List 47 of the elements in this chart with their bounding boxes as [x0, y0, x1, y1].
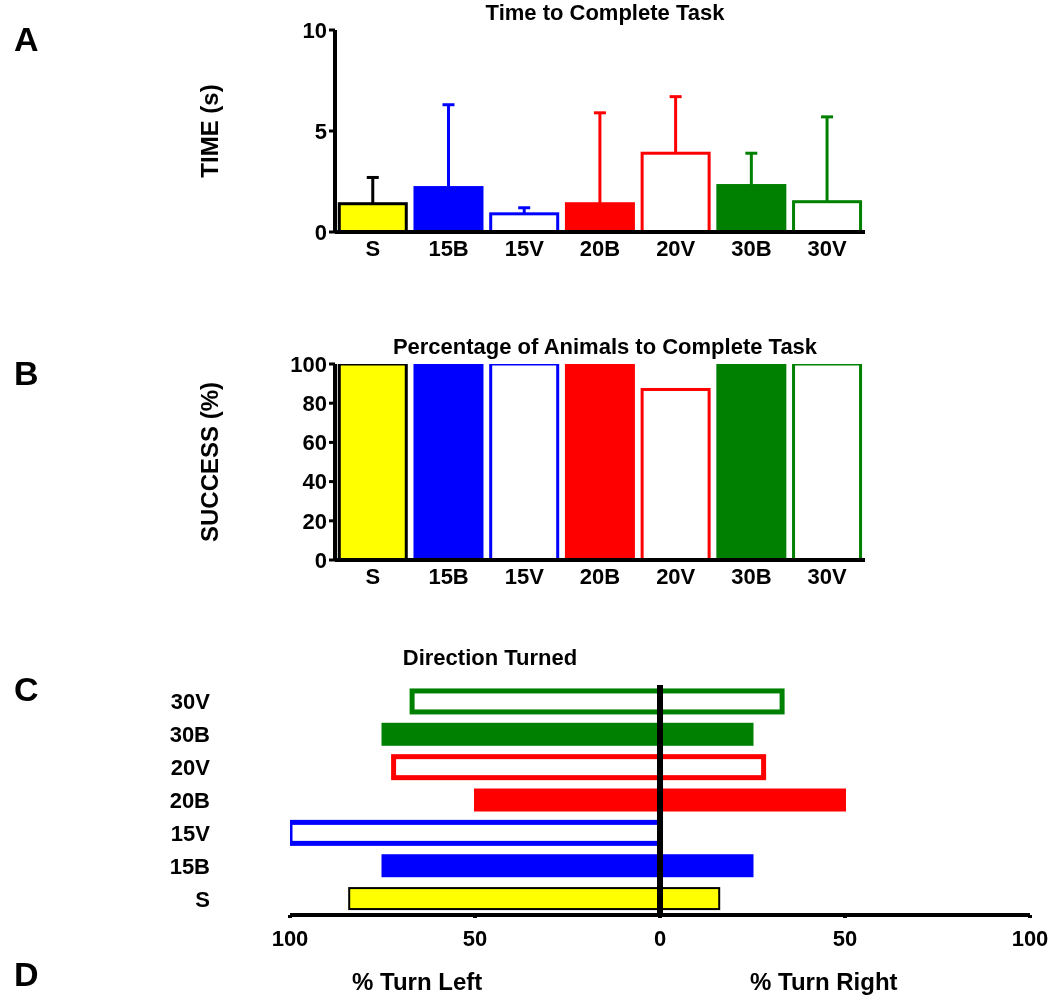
x-tick-label: 20B — [579, 235, 621, 261]
x-tick-label: 15B — [428, 563, 469, 589]
y-tick-label: 40 — [302, 469, 327, 495]
y-tick-label: 30B — [169, 722, 210, 748]
x-tick-label: 15V — [504, 235, 545, 261]
y-tick-label: 10 — [302, 17, 327, 43]
text: D — [14, 955, 39, 994]
x-tick-label: 15V — [504, 563, 545, 589]
text: B — [14, 354, 39, 393]
y-tick-label: 20B — [169, 788, 210, 813]
y-tick-label: 0 — [314, 547, 327, 573]
y-tick-label: 15V — [170, 820, 211, 846]
x-axis-title: % Turn Left — [352, 968, 483, 996]
chart-title: Direction Turned — [402, 645, 578, 670]
x-tick-label: 50 — [462, 925, 488, 951]
y-axis-title: TIME (s) — [196, 84, 224, 178]
x-tick-label: 30V — [807, 563, 848, 589]
y-tick-label: 15B — [169, 853, 210, 879]
text: A — [14, 20, 39, 59]
x-tick-label: S — [365, 235, 381, 261]
text: % Turn Right — [750, 968, 898, 996]
y-tick-label: 100 — [290, 351, 327, 377]
y-tick-label: 20 — [302, 508, 327, 534]
x-tick-label: 30B — [731, 563, 772, 589]
y-axis-title: SUCCESS (%) — [196, 381, 224, 543]
chart-title: Percentage of Animals to Complete Task — [391, 334, 819, 360]
x-tick-label: 15B — [428, 235, 469, 261]
bar — [489, 212, 560, 232]
x-tick-label: S — [365, 563, 381, 589]
x-tick-label: 20B — [579, 563, 621, 589]
x-tick-label: 30B — [731, 235, 772, 261]
x-tick-label: 100 — [1011, 925, 1049, 951]
chart-title: Time to Complete Task — [484, 0, 726, 26]
y-tick-label: 20V — [170, 755, 211, 781]
x-tick-label: 100 — [271, 925, 309, 951]
y-tick-label: 60 — [302, 430, 327, 456]
y-tick-label: 80 — [302, 391, 327, 417]
y-tick-label: 5 — [314, 118, 327, 144]
x-tick-label: 20V — [656, 563, 696, 589]
x-tick-label: 20V — [656, 235, 696, 261]
text: C — [14, 670, 39, 709]
y-tick-label: 30V — [170, 689, 211, 715]
y-tick-label: 0 — [314, 219, 327, 245]
x-tick-label: 30V — [807, 235, 848, 261]
x-tick-label: 0 — [653, 925, 667, 951]
y-tick-label: S — [195, 886, 210, 912]
x-tick-label: 50 — [832, 925, 858, 951]
